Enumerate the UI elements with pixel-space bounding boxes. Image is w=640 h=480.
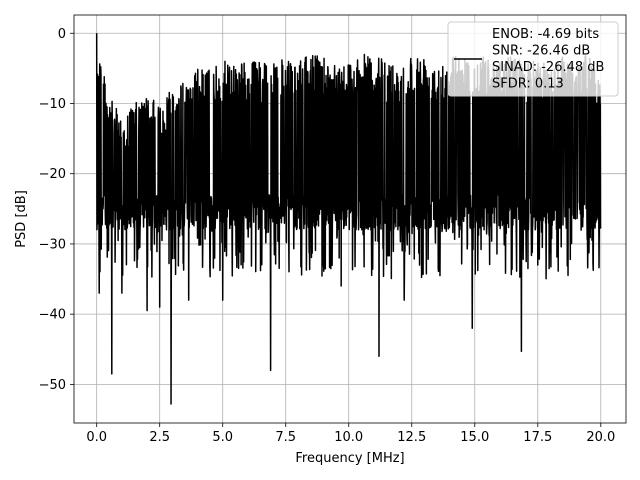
y-tick-label: 0 xyxy=(58,27,66,42)
x-axis-ticks: 0.0 2.5 5.0 7.5 10.0 12.5 15.0 17.5 20.0 xyxy=(86,423,615,445)
y-tick-label: −30 xyxy=(39,237,66,252)
legend-box xyxy=(447,21,619,97)
x-tick-label: 2.5 xyxy=(149,430,170,445)
y-tick-label: −40 xyxy=(39,308,66,323)
y-axis-ticks: 0 −10 −20 −30 −40 −50 xyxy=(39,27,74,393)
axes-frame xyxy=(73,14,627,424)
x-tick-label: 20.0 xyxy=(586,430,615,445)
x-tick-label: 10.0 xyxy=(334,430,363,445)
x-tick-label: 15.0 xyxy=(460,430,489,445)
x-tick-label: 12.5 xyxy=(397,430,426,445)
psd-trace xyxy=(95,33,602,405)
psd-series-line xyxy=(95,33,602,405)
legend-entry-sinad: SINAD: -26.48 dB xyxy=(492,60,604,75)
y-tick-label: −20 xyxy=(39,167,66,182)
x-tick-label: 17.5 xyxy=(523,430,552,445)
x-tick-label: 7.5 xyxy=(275,430,296,445)
y-axis-label: PSD [dB] xyxy=(14,190,29,248)
legend-entry-enob: ENOB: -4.69 bits xyxy=(492,27,599,42)
y-tick-label: −50 xyxy=(39,378,66,393)
y-tick-label: −10 xyxy=(39,97,66,112)
x-tick-label: 0.0 xyxy=(86,430,107,445)
x-axis-label: Frequency [MHz] xyxy=(295,451,404,466)
x-tick-label: 5.0 xyxy=(212,430,233,445)
legend: ENOB: -4.69 bits SNR: -26.46 dB SINAD: -… xyxy=(447,21,619,97)
legend-entry-snr: SNR: -26.46 dB xyxy=(492,44,590,59)
legend-entry-sfdr: SFDR: 0.13 xyxy=(492,77,564,92)
